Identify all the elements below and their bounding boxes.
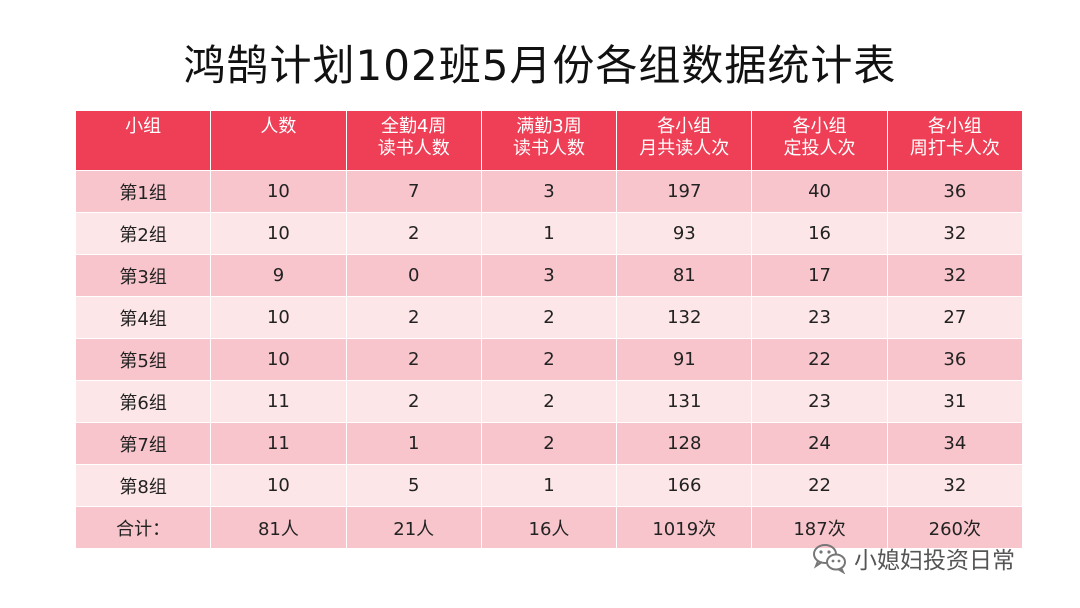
total-row: 合计： 81人 21人 16人 1019次 187次 260次 (74, 506, 1024, 549)
table-cell: 32 (886, 464, 1024, 507)
header-monthly-reads: 各小组 月共读人次 (616, 110, 753, 171)
table-cell: 40 (751, 170, 888, 213)
page-title: 鸿鹄计划102班5月份各组数据统计表 (183, 41, 897, 90)
group-name-cell: 第5组 (74, 338, 212, 381)
table-cell: 34 (886, 422, 1024, 465)
group-name-cell: 第4组 (74, 296, 212, 339)
table-cell: 166 (616, 464, 753, 507)
table-cell: 91 (616, 338, 753, 381)
table-row: 第8组 10 5 1 166 22 32 (74, 464, 1024, 507)
table-cell: 24 (751, 422, 888, 465)
header-investments: 各小组 定投人次 (751, 110, 888, 171)
table-cell: 31 (886, 380, 1024, 423)
table-cell: 2 (345, 380, 482, 423)
table-cell: 2 (345, 296, 482, 339)
header-full-attendance: 全勤4周 读书人数 (345, 110, 482, 171)
header-three-weeks: 满勤3周 读书人数 (480, 110, 618, 171)
table-cell: 10 (210, 338, 347, 381)
total-cell: 1019次 (616, 506, 753, 549)
watermark: 小媳妇投资日常 (812, 540, 1015, 576)
header-label: 小组 (125, 116, 162, 137)
table-cell: 2 (480, 338, 618, 381)
header-label: 读书人数 (512, 138, 585, 159)
group-name-cell: 第1组 (74, 170, 212, 213)
table-cell: 93 (616, 212, 753, 255)
table-cell: 11 (210, 422, 347, 465)
table-cell: 1 (480, 464, 618, 507)
table-header-row: 小组 人数 全勤4周 读书人数 满勤3周 读书人数 各小组 月共读人次 各小组 定投人次… (74, 110, 1024, 171)
header-label: 定投人次 (783, 138, 856, 159)
table-cell: 27 (886, 296, 1024, 339)
table-cell: 22 (751, 338, 888, 381)
table-cell: 23 (751, 380, 888, 423)
total-cell: 81人 (210, 506, 347, 549)
total-cell: 260次 (886, 506, 1024, 549)
table-cell: 36 (886, 338, 1024, 381)
table-cell: 128 (616, 422, 753, 465)
table-cell: 3 (480, 170, 618, 213)
header-label: 各小组 (792, 116, 847, 137)
header-label: 读书人数 (377, 138, 450, 159)
table-cell: 2 (480, 296, 618, 339)
header-label: 月共读人次 (639, 138, 730, 159)
table-cell: 0 (345, 254, 482, 297)
wechat-icon (813, 544, 846, 574)
total-cell: 187次 (751, 506, 888, 549)
table-row: 第6组 11 2 2 131 23 31 (74, 380, 1024, 423)
watermark-text: 小媳妇投资日常 (854, 548, 1015, 574)
table-cell: 3 (480, 254, 618, 297)
total-label-cell: 合计： (74, 506, 212, 549)
header-members: 人数 (210, 110, 347, 171)
table-cell: 81 (616, 254, 753, 297)
header-group: 小组 (74, 110, 212, 171)
table-cell: 9 (210, 254, 347, 297)
table-cell: 10 (210, 464, 347, 507)
header-label: 全勤4周 (380, 116, 447, 137)
table-cell: 132 (616, 296, 753, 339)
table-cell: 16 (751, 212, 888, 255)
header-label: 满勤3周 (516, 116, 582, 137)
table-cell: 23 (751, 296, 888, 339)
group-name-cell: 第6组 (74, 380, 212, 423)
total-cell: 21人 (345, 506, 482, 549)
header-label: 各小组 (927, 116, 982, 137)
group-name-cell: 第8组 (74, 464, 212, 507)
table-cell: 197 (616, 170, 753, 213)
group-name-cell: 第7组 (74, 422, 212, 465)
table-row: 第5组 10 2 2 91 22 36 (74, 338, 1024, 381)
table-cell: 1 (480, 212, 618, 255)
table-row: 第2组 10 2 1 93 16 32 (74, 212, 1024, 255)
table-row: 第4组 10 2 2 132 23 27 (74, 296, 1024, 339)
table-row: 第3组 9 0 3 81 17 32 (74, 254, 1024, 297)
table-cell: 10 (210, 212, 347, 255)
table-cell: 22 (751, 464, 888, 507)
table-cell: 32 (886, 254, 1024, 297)
group-name-cell: 第3组 (74, 254, 212, 297)
table-cell: 5 (345, 464, 482, 507)
header-weekly-checkins: 各小组 周打卡人次 (886, 110, 1024, 171)
table-cell: 7 (345, 170, 482, 213)
header-label: 各小组 (657, 116, 712, 137)
total-cell: 16人 (480, 506, 618, 549)
stats-table: 小组 人数 全勤4周 读书人数 满勤3周 读书人数 各小组 月共读人次 各小组 定投人次… (74, 110, 1024, 549)
table-cell: 131 (616, 380, 753, 423)
table-cell: 10 (210, 170, 347, 213)
table-cell: 1 (345, 422, 482, 465)
table-cell: 11 (210, 380, 347, 423)
header-label: 人数 (260, 116, 297, 137)
table-row: 第7组 11 1 2 128 24 34 (74, 422, 1024, 465)
header-label: 周打卡人次 (909, 138, 1000, 159)
table-cell: 2 (480, 422, 618, 465)
table-cell: 2 (480, 380, 618, 423)
table-cell: 2 (345, 212, 482, 255)
group-name-cell: 第2组 (74, 212, 212, 255)
table-cell: 10 (210, 296, 347, 339)
table-cell: 17 (751, 254, 888, 297)
table-cell: 32 (886, 212, 1024, 255)
table-cell: 2 (345, 338, 482, 381)
table-row: 第1组 10 7 3 197 40 36 (74, 170, 1024, 213)
table-cell: 36 (886, 170, 1024, 213)
